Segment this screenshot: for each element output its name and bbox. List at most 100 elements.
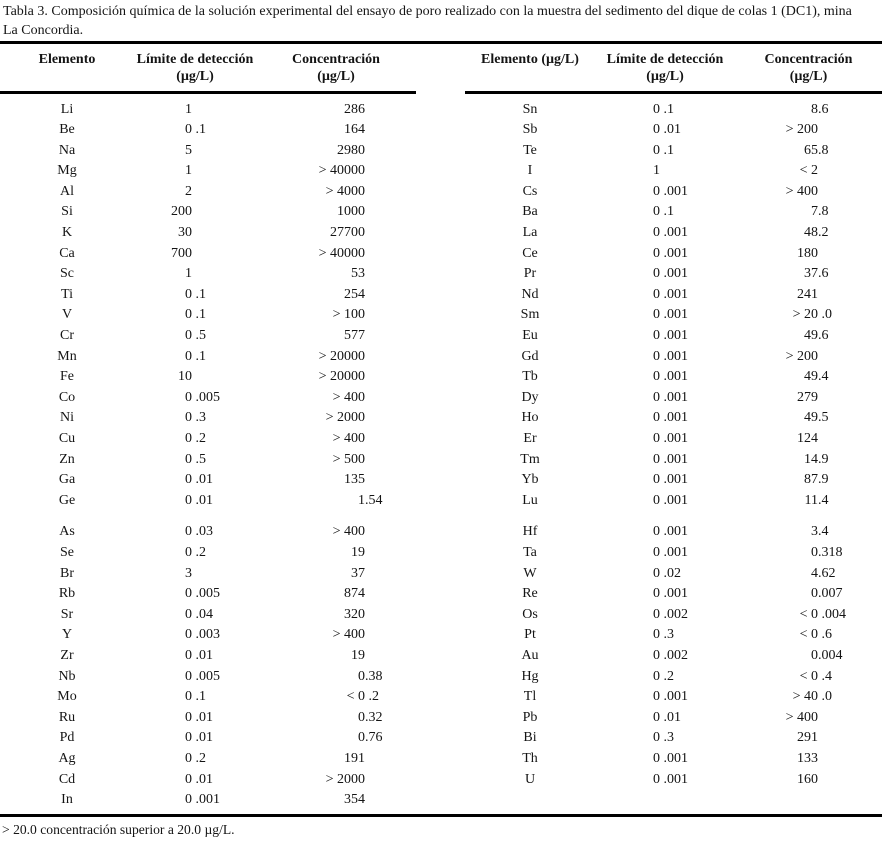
element-symbol: Nb	[58, 668, 76, 684]
concentration-fraction: .4	[818, 524, 829, 540]
concentration-fraction	[818, 728, 882, 749]
concentration-value: 279	[797, 389, 818, 405]
detection-limit-value: 0	[185, 389, 192, 405]
table-header-rule-right	[465, 91, 882, 94]
concentration-value: 87	[804, 472, 818, 488]
concentration-fraction	[365, 326, 416, 347]
detection-limit-fraction: .1	[660, 204, 675, 220]
header-concentration-unit: (µg/L)	[317, 69, 355, 84]
header-element-label: Elemento	[38, 52, 96, 67]
detection-limit-value: 0	[653, 544, 660, 560]
detection-limit-fraction: .01	[192, 730, 214, 746]
header-concentration-label: Concentración	[764, 52, 853, 67]
table-row: Be 0 .1 164	[0, 120, 416, 141]
concentration-value: 19	[351, 647, 365, 663]
header-detection-limit-unit: (µg/L)	[176, 69, 214, 84]
element-symbol: Cr	[60, 328, 74, 344]
table-header-rule-left	[0, 91, 416, 94]
concentration-value: 286	[344, 101, 365, 117]
concentration-value: > 40000	[318, 245, 365, 261]
table-row: Ta 0 .001 0.318	[465, 543, 882, 564]
concentration-fraction: .4	[818, 492, 829, 508]
table-row: Hg 0 .2 < 0 .4	[465, 667, 882, 688]
element-symbol: Sc	[60, 266, 74, 282]
detection-limit-fraction: .01	[660, 122, 682, 138]
detection-limit-value: 30	[178, 225, 192, 241]
detection-limit-fraction: .001	[660, 183, 689, 199]
detection-limit-fraction: .005	[192, 668, 221, 684]
detection-limit-value: 0	[185, 730, 192, 746]
detection-limit-value: 0	[653, 266, 660, 282]
detection-limit-value: 0	[653, 668, 660, 684]
detection-limit-value: 0	[185, 307, 192, 323]
table-row: Si 200 1000	[0, 202, 416, 223]
concentration-fraction: .007	[818, 586, 843, 602]
concentration-fraction	[365, 141, 416, 162]
detection-limit-value: 0	[185, 709, 192, 725]
detection-limit-value: 0	[653, 204, 660, 220]
concentration-value: 37	[351, 565, 365, 581]
table-row: Ni 0 .3 > 2000	[0, 408, 416, 429]
concentration-value: > 400	[332, 431, 365, 446]
concentration-value: 14	[804, 451, 818, 467]
concentration-value: > 4000	[325, 183, 365, 199]
element-symbol: Al	[60, 183, 74, 199]
concentration-value: < 0	[346, 689, 365, 705]
element-symbol: Rb	[58, 586, 76, 602]
concentration-fraction	[818, 429, 882, 450]
element-symbol: Tl	[523, 689, 537, 705]
concentration-value: > 2000	[325, 410, 365, 426]
element-symbol: Pd	[59, 730, 75, 746]
detection-limit-value: 700	[171, 245, 192, 261]
detection-limit-fraction	[192, 100, 256, 121]
concentration-value: > 500	[332, 451, 365, 467]
concentration-value: > 400	[332, 627, 365, 643]
detection-limit-fraction: .002	[660, 606, 689, 622]
detection-limit-fraction: .1	[660, 101, 675, 117]
element-symbol: Mn	[57, 348, 77, 364]
table-header-row-right: Elemento (µg/L) Límite de detección (µg/…	[465, 44, 882, 91]
element-symbol: Sn	[522, 101, 538, 117]
detection-limit-fraction: .02	[660, 565, 682, 581]
concentration-fraction: .8	[818, 142, 829, 158]
detection-limit-fraction	[192, 141, 256, 162]
concentration-fraction: .6	[818, 328, 829, 344]
detection-limit-fraction: .001	[660, 451, 689, 467]
element-symbol: Ce	[522, 245, 538, 261]
detection-limit-fraction: .001	[660, 750, 689, 766]
table-row: La 0 .001 48.2	[465, 223, 882, 244]
header-concentration-unit: (µg/L)	[789, 69, 828, 84]
detection-limit-value: 0	[653, 348, 660, 364]
element-symbol: Sb	[522, 122, 538, 138]
table-row: Zn 0 .5 > 500	[0, 450, 416, 471]
detection-limit-value: 0	[653, 524, 660, 540]
detection-limit-value: 200	[171, 204, 192, 220]
detection-limit-value: 1	[185, 163, 192, 179]
element-symbol: Dy	[521, 389, 539, 405]
concentration-value: 135	[344, 472, 365, 488]
detection-limit-value: 0	[653, 606, 660, 622]
table-row: Pt 0 .3 < 0 .6	[465, 625, 882, 646]
caption-line-1: Tabla 3. Composición química de la soluc…	[3, 4, 852, 19]
concentration-value: 49	[804, 369, 818, 385]
element-symbol: Ho	[521, 410, 539, 426]
concentration-fraction: .9	[818, 451, 829, 467]
detection-limit-value: 0	[653, 565, 660, 581]
table-row: Bi 0 .3 291	[465, 728, 882, 749]
concentration-fraction	[818, 770, 882, 791]
detection-limit-value: 5	[185, 142, 192, 158]
detection-limit-fraction: .1	[192, 348, 207, 364]
table-row: Er 0 .001 124	[465, 429, 882, 450]
table-row: Mn 0 .1 > 20000	[0, 347, 416, 368]
table-row: Ba 0 .1 7.8	[465, 202, 882, 223]
concentration-value: 320	[344, 606, 365, 622]
header-concentration-right: Concentración (µg/L)	[735, 51, 882, 91]
concentration-value: 2980	[337, 142, 365, 158]
concentration-value: 0	[811, 647, 818, 663]
detection-limit-fraction	[192, 244, 256, 265]
detection-limit-fraction: .5	[192, 328, 207, 344]
table-row: Li 1 286	[0, 100, 416, 121]
concentration-fraction: .6	[818, 101, 829, 117]
concentration-value: > 400	[332, 389, 365, 405]
concentration-fraction: .9	[818, 472, 829, 488]
